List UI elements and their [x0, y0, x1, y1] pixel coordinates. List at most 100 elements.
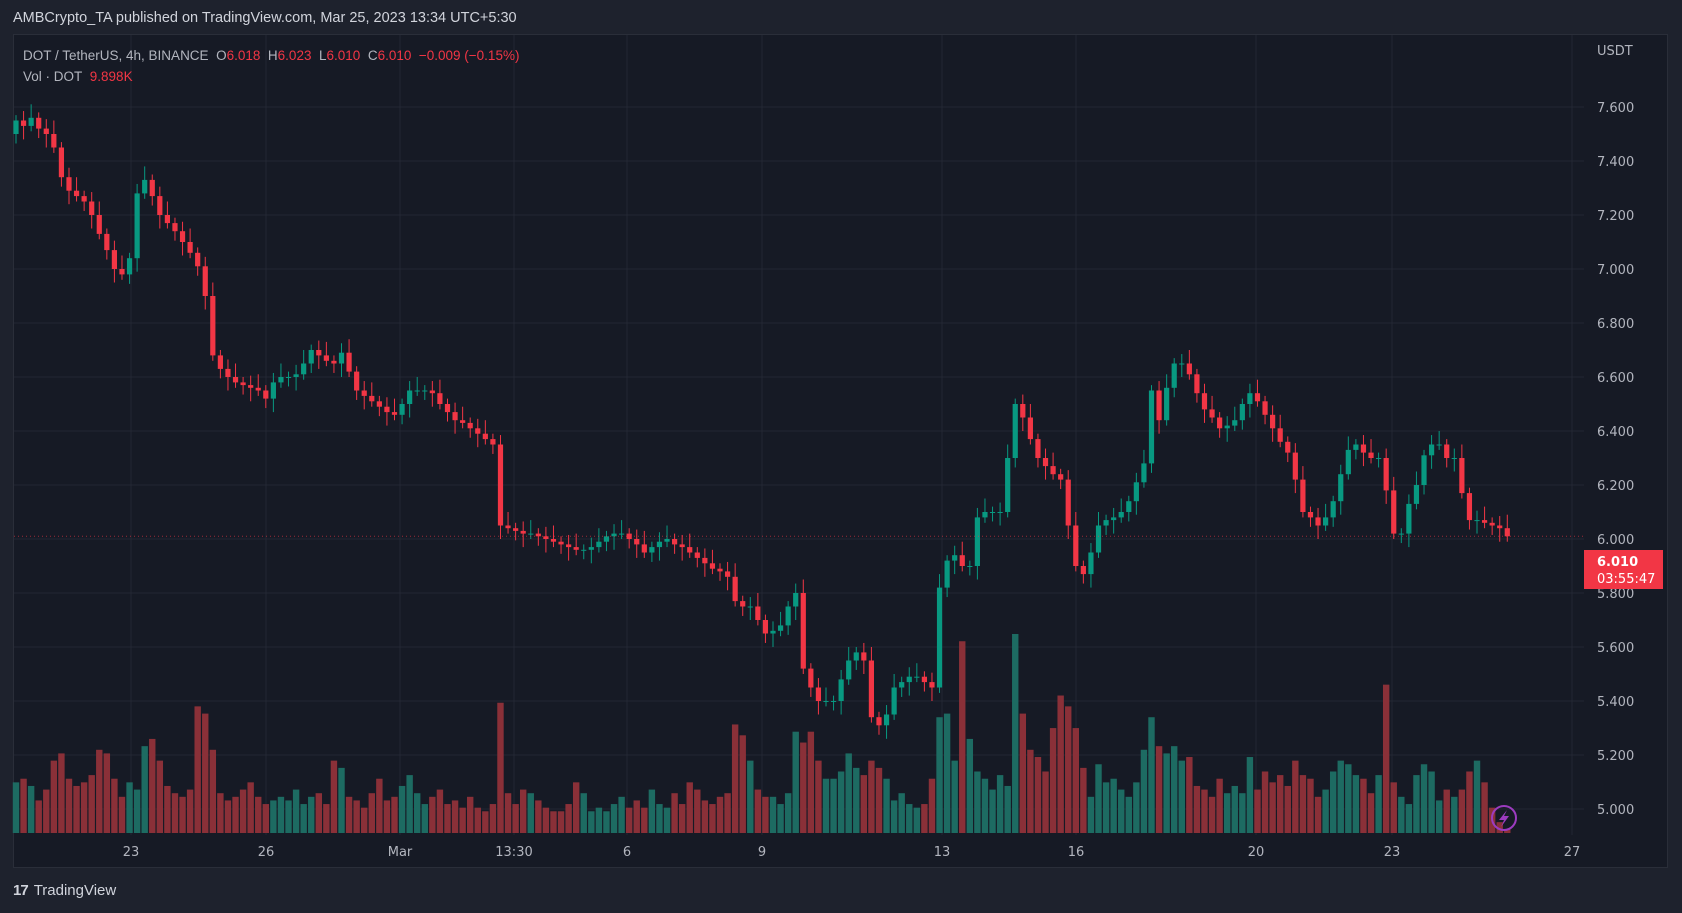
candle-body [89, 201, 95, 215]
price-tick-label: 6.800 [1597, 317, 1634, 332]
candle-body [1315, 517, 1321, 526]
candle-body [346, 352, 352, 372]
candle-body [558, 541, 564, 545]
volume-bar [1133, 782, 1140, 833]
volume-bar [678, 804, 686, 833]
candle-body [641, 544, 647, 553]
volume-bar [512, 804, 519, 833]
candle-body [1300, 479, 1306, 512]
candle-body [1050, 466, 1056, 475]
volume-bar [202, 713, 209, 833]
candle-body [543, 536, 549, 539]
volume-bar [1186, 757, 1193, 833]
candle-body [944, 560, 950, 588]
candle-body [997, 512, 1003, 513]
volume-bar [845, 753, 852, 833]
volume-bar [308, 796, 315, 833]
candle-body [1277, 428, 1283, 442]
candle-body [1451, 458, 1457, 459]
candle-body [1353, 444, 1359, 450]
volume-bar [88, 775, 95, 833]
candle-body [702, 557, 708, 564]
volume-bar [1065, 706, 1072, 833]
price-tick-label: 6.600 [1597, 371, 1634, 386]
candle-body [876, 717, 882, 726]
volume-bar [633, 800, 640, 833]
candle-body [1421, 455, 1427, 485]
volume-bar [656, 804, 663, 833]
candle-body [316, 350, 322, 356]
candle-body [195, 252, 201, 267]
volume-bar [807, 731, 815, 833]
volume-bar [542, 807, 550, 833]
volume-bar [232, 796, 239, 833]
volume-bar [1345, 764, 1352, 833]
candle-body [959, 555, 965, 566]
volume-bar [103, 753, 111, 833]
volume-bar [1095, 764, 1102, 833]
candle-body [1376, 458, 1382, 459]
volume-bar [156, 760, 164, 833]
candle-body [929, 682, 935, 688]
volume-bar [1322, 789, 1329, 833]
candle-body [460, 420, 466, 423]
candle-body [73, 190, 80, 197]
candle-body [437, 393, 443, 404]
volume-bar [981, 778, 989, 833]
volume-bar [285, 800, 292, 833]
volume-bar [1178, 760, 1185, 833]
date-tick-label: 23 [1384, 845, 1401, 860]
volume-bar [913, 807, 921, 833]
candle-body [475, 428, 481, 434]
candle-body [694, 552, 700, 558]
volume-bar [1284, 785, 1291, 833]
volume-bar [1118, 789, 1125, 833]
volume-label[interactable]: Vol · DOT [23, 69, 83, 84]
candle-body [611, 533, 617, 537]
volume-bar [58, 753, 65, 833]
volume-bar [1072, 728, 1079, 833]
candle-body [270, 382, 276, 399]
tradingview-logo-icon: 17 [13, 882, 29, 899]
candle-body [278, 377, 284, 383]
candle-body [1292, 452, 1298, 480]
candle-body [1383, 458, 1389, 491]
volume-bar [1329, 771, 1337, 833]
candle-body [1459, 458, 1465, 494]
candle-body [1201, 393, 1208, 410]
candle-body [1171, 363, 1177, 388]
date-tick-label: 6 [623, 845, 631, 860]
volume-bar [141, 746, 148, 833]
volume-bar [1163, 753, 1170, 833]
volume-bar [323, 804, 330, 833]
candle-body [1103, 520, 1109, 526]
volume-bar [27, 785, 35, 833]
lightning-icon[interactable] [1491, 805, 1517, 831]
volume-bar [406, 775, 413, 833]
price-tick-label: 7.600 [1597, 101, 1634, 116]
candle-body [762, 620, 769, 634]
volume-bar [853, 767, 860, 833]
candle-body [164, 215, 170, 224]
candle-body [1224, 425, 1230, 429]
candle-body [187, 242, 193, 253]
price-tick-label: 5.200 [1597, 749, 1634, 764]
volume-bar [1428, 771, 1435, 833]
volume-bar [1261, 771, 1269, 833]
price-tick-label: 7.200 [1597, 209, 1634, 224]
candle-body [732, 576, 738, 602]
candle-body [1428, 444, 1435, 456]
price-tick-label: 5.400 [1597, 695, 1634, 710]
candle-body [906, 676, 912, 683]
volume-bar [1004, 785, 1011, 833]
volume-bar [701, 800, 709, 833]
candle-body [58, 147, 65, 178]
symbol-label[interactable]: DOT / TetherUS, 4h, BINANCE [23, 48, 209, 63]
candle-body [1489, 522, 1495, 526]
candle-body [467, 422, 473, 429]
volume-bar [777, 804, 784, 833]
volume-bar [830, 778, 837, 833]
footer-brand[interactable]: 17 TradingView [13, 882, 116, 899]
price-tick-label: 5.800 [1597, 587, 1634, 602]
